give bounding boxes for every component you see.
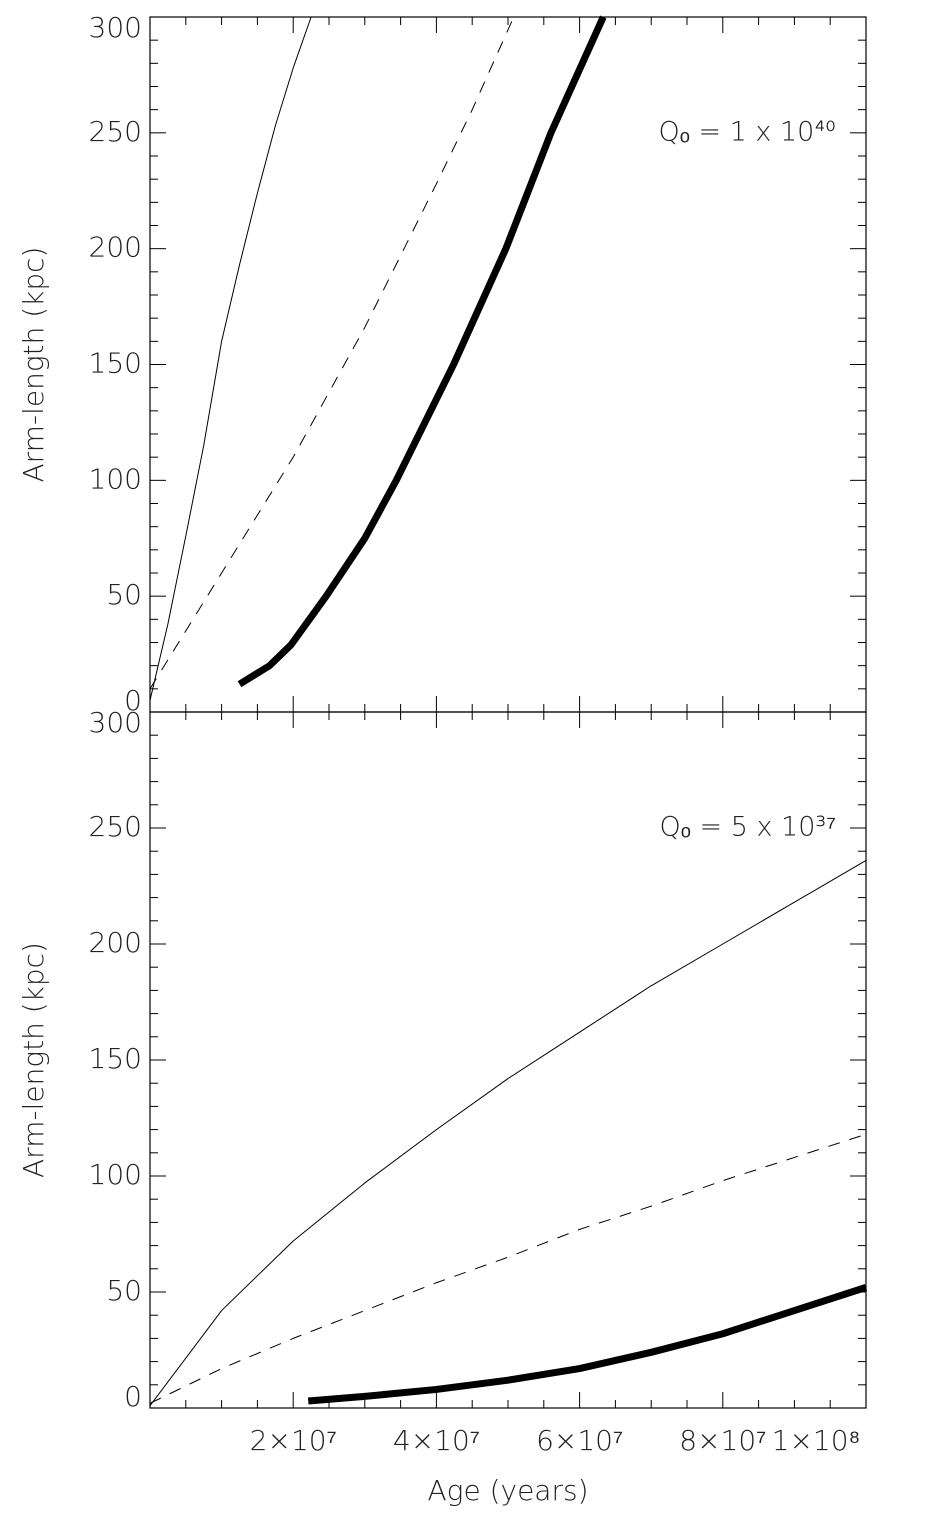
series-line <box>307 1284 868 1405</box>
series-line <box>149 1133 867 1404</box>
y-axis-label: Arm-length (kpc) <box>17 942 50 1178</box>
y-tick-label: 50 <box>106 578 142 611</box>
annotation: Qₒ = 5 x 10³⁷ <box>659 812 836 843</box>
x-tick-label: 1×10⁸ <box>772 1424 861 1457</box>
x-tick-label: 2×10⁷ <box>250 1424 337 1457</box>
y-tick-label: 100 <box>89 462 142 495</box>
y-tick-label: 0 <box>124 684 142 717</box>
y-tick-label: 200 <box>89 231 142 264</box>
y-axis-label: Arm-length (kpc) <box>17 247 50 483</box>
y-tick-label: 200 <box>89 926 142 959</box>
y-tick-label: 150 <box>89 1042 142 1075</box>
y-tick-label: 250 <box>89 810 142 843</box>
y-tick-label: 0 <box>124 1380 142 1413</box>
y-tick-label: 250 <box>89 115 142 148</box>
y-tick-label: 300 <box>89 706 142 739</box>
x-tick-label: 4×10⁷ <box>393 1424 480 1457</box>
x-tick-label: 6×10⁷ <box>536 1424 623 1457</box>
y-tick-label: 100 <box>89 1158 142 1191</box>
y-tick-label: 300 <box>89 11 142 44</box>
series-line <box>149 16 515 690</box>
annotation: Qₒ = 1 x 10⁴⁰ <box>658 117 836 148</box>
y-tick-label: 150 <box>89 347 142 380</box>
series-line <box>149 860 867 1406</box>
x-tick-label: 8×10⁷ <box>679 1424 766 1457</box>
x-axis-label: Age (years) <box>428 1474 589 1507</box>
series-line <box>237 15 607 688</box>
y-tick-label: 50 <box>106 1274 142 1307</box>
series-line <box>149 16 312 701</box>
